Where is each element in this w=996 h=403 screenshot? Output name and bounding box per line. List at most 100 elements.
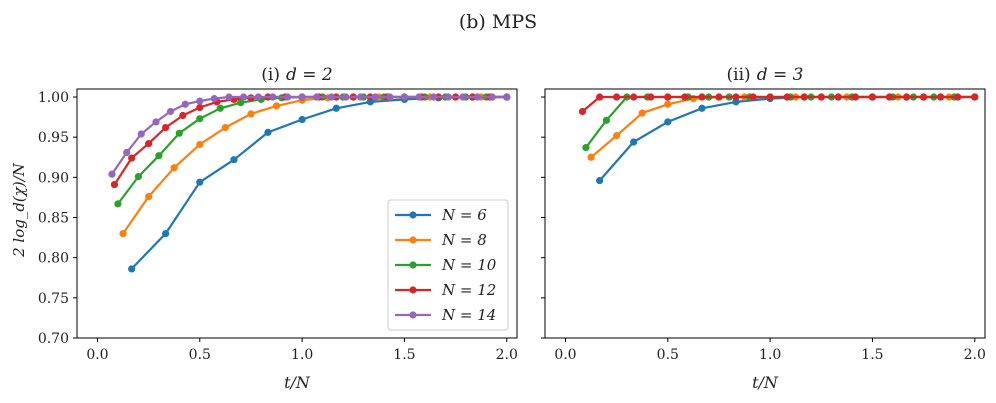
data-point-n10 [216,104,224,112]
data-point-n12 [749,93,757,101]
data-point-n10 [134,172,142,181]
legend-label-n14: N = 14 [441,306,496,324]
legend-marker-n12 [409,286,417,294]
data-point-n14 [181,100,189,108]
data-point-n14 [254,93,262,101]
data-point-n12 [817,93,825,101]
data-point-n12 [647,93,655,101]
data-point-n14 [225,93,233,101]
data-point-n8 [221,123,229,132]
data-point-n12 [664,93,672,101]
data-point-n12 [920,93,928,101]
data-point-n14 [444,93,452,101]
panel-d2-xlabel: t/N [284,373,311,392]
data-point-n14 [152,118,160,126]
panel-d3-xlabel: t/N [752,373,779,392]
panel-d3-xtick-label: 1.5 [861,347,883,363]
data-point-n14 [430,93,438,101]
data-point-n6 [698,104,706,112]
panel-d3-xtick-label: 0.0 [554,347,576,363]
data-point-n14 [210,95,218,103]
panel-d2-xtick-label: 1.5 [393,347,415,363]
data-point-n14 [503,93,511,101]
panel-d2-xtick-label: 0.0 [86,347,108,363]
data-point-n6 [162,229,170,238]
data-point-n14 [327,93,335,101]
series-line-n14 [111,95,507,175]
legend-marker-n6 [409,211,417,219]
panel-d2-xtick-label: 0.5 [189,347,211,363]
panel-d3-axes: 0.0 0.5 1.0 1.5 2.0 [541,96,986,363]
data-point-n10 [155,152,163,160]
data-point-n12 [162,123,170,132]
data-point-n8 [119,229,127,238]
data-point-n6 [196,178,204,186]
data-point-n12 [851,93,860,101]
data-point-n10 [237,99,245,107]
panel-d2-ytick-label: 0.85 [38,211,69,227]
data-point-n6 [630,138,638,146]
data-point-n6 [264,128,272,136]
legend-label-n12: N = 12 [441,281,496,299]
legend-box [387,199,509,331]
data-point-n12 [954,93,962,101]
data-point-n6 [596,176,604,185]
data-point-n6 [298,115,306,124]
data-point-n14 [137,130,145,138]
data-point-n14 [298,93,306,101]
panel-d2-ytick-label: 0.80 [38,251,69,267]
panel-d2-ylabel: 2 log_d(χ)/N [10,162,28,258]
data-point-n12 [800,93,808,101]
data-point-n12 [613,93,621,101]
data-point-n14 [371,93,379,101]
data-point-n14 [166,107,175,116]
panel-d2-ytick-label: 1.00 [38,90,69,106]
legend-marker-n8 [409,236,417,244]
data-point-n14 [283,93,292,101]
series-line-n10 [117,95,507,205]
data-point-n12 [903,93,911,101]
panel-d3-title-math: d = 3 [757,65,804,85]
panel-d2-title-math: d = 2 [286,65,333,85]
data-point-n12 [715,93,723,101]
series-line-n10 [585,95,975,149]
data-point-n14 [269,93,277,101]
data-point-n10 [175,129,183,137]
legend: N = 6 N = 8 N = 10 N = 12 N = 14 [387,199,509,331]
panel-d3-xtick-label: 0.5 [657,347,679,363]
legend-label-n6: N = 6 [441,206,487,224]
data-point-n14 [108,170,116,178]
data-point-n12 [179,111,187,120]
data-point-n14 [123,148,131,157]
data-point-n8 [247,110,255,118]
panel-d3-xtick-label: 2.0 [964,347,986,363]
data-point-n8 [638,109,646,117]
data-point-n8 [272,102,281,110]
data-point-n14 [313,93,321,101]
data-point-n12 [196,103,204,112]
panel-d3-title-prefix: (ii) [727,65,751,85]
data-point-n8 [587,153,595,161]
data-point-n12 [971,93,979,101]
data-point-n12 [110,180,119,189]
panel-d2-ytick-label: 0.70 [38,331,69,347]
data-point-n6 [664,118,672,126]
data-point-n8 [170,164,178,172]
data-point-n10 [196,115,204,123]
data-point-n12 [732,93,740,101]
legend-marker-n10 [409,261,417,269]
data-point-n10 [582,144,590,152]
panel-d3-xtick-label: 1.0 [759,347,781,363]
data-point-n12 [936,93,945,101]
panel-d2: (i) d = 2 0.0 0.5 1.0 1.5 2.0 0.70 0.75 0.80 0.85… [10,65,518,392]
panel-d3-frame [544,88,986,339]
data-point-n14 [459,93,467,101]
legend-marker-n14 [409,311,417,319]
data-point-n12 [783,93,791,101]
data-point-n10 [602,116,610,124]
panel-d2-ytick-label: 0.90 [38,170,69,186]
panel-d2-title: (i) d = 2 [261,65,332,85]
data-point-n14 [386,93,394,101]
data-point-n12 [596,93,604,101]
panel-d3-series [578,93,979,185]
